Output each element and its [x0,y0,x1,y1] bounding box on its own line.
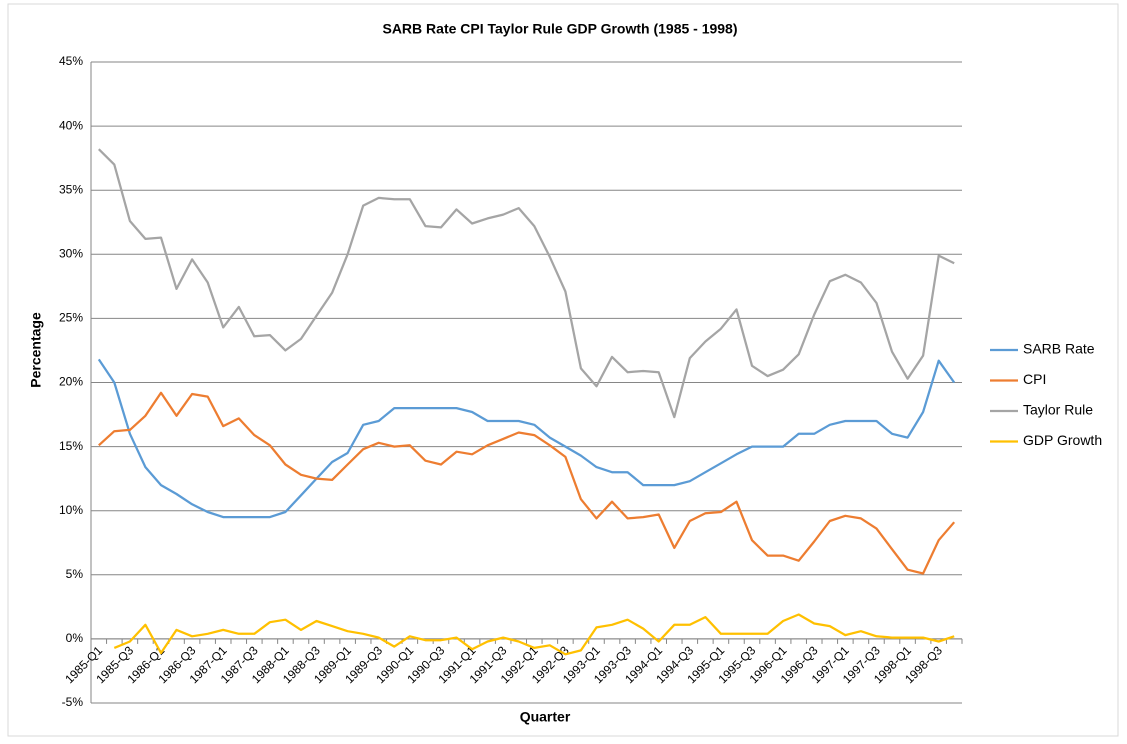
y-tick-label: 0% [66,631,84,645]
legend-label: Taylor Rule [1023,402,1093,418]
y-tick-label: 40% [59,118,83,132]
series-line [98,391,956,575]
x-axis-title: Quarter [520,709,571,725]
y-tick-label: 5% [66,567,84,581]
y-tick-label: 20% [59,375,83,389]
legend-label: CPI [1023,371,1046,387]
legend-label: SARB Rate [1023,341,1095,357]
chart-title: SARB Rate CPI Taylor Rule GDP Growth (19… [382,21,737,37]
y-axis-title: Percentage [28,312,44,388]
y-tick-label: 15% [59,439,83,453]
legend-label: GDP Growth [1023,432,1102,448]
series-line [98,148,955,419]
y-tick-label: -5% [62,695,84,709]
y-tick-label: 10% [59,503,83,517]
y-tick-label: 25% [59,311,83,325]
series-line [113,613,955,656]
series-line [97,358,956,519]
y-tick-label: 30% [59,246,83,260]
y-tick-label: 45% [59,54,83,68]
y-tick-label: 35% [59,182,83,196]
chart-frame [7,3,1119,737]
